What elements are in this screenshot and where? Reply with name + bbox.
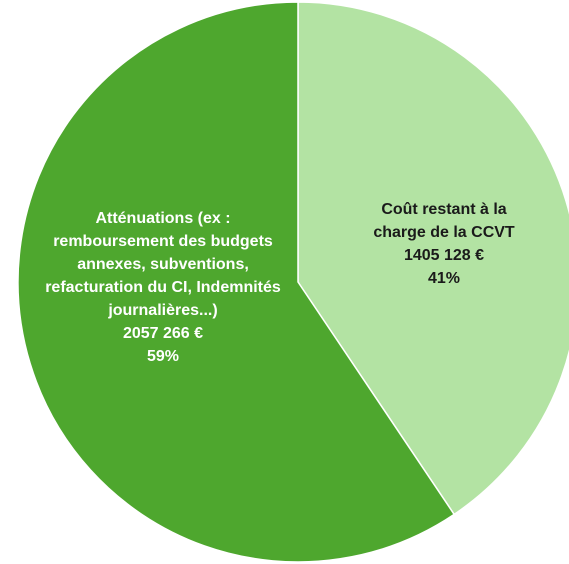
pie-slice-1 <box>17 1 456 563</box>
slice-label-line: annexes, subventions, <box>77 256 249 273</box>
pie-slice-0 <box>297 1 569 516</box>
slice-percent-label: 59% <box>147 348 179 365</box>
slice-label-line: Atténuations (ex : <box>95 210 230 227</box>
slice-value-label: 1405 128 € <box>404 247 484 264</box>
slice-label-line: journalières...) <box>107 302 217 319</box>
slice-label-line: charge de la CCVT <box>373 224 515 241</box>
slice-percent-label: 41% <box>428 270 460 287</box>
slice-label-line: remboursement des budgets <box>53 233 273 250</box>
slice-value-label: 2057 266 € <box>123 325 203 342</box>
pie-slices <box>17 1 569 563</box>
slice-label-line: Coût restant à la <box>381 201 506 218</box>
slice-label-line: refacturation du CI, Indemnités <box>45 279 281 296</box>
pie-labels: Coût restant à la charge de la CCVT 1405 1… <box>45 201 515 365</box>
